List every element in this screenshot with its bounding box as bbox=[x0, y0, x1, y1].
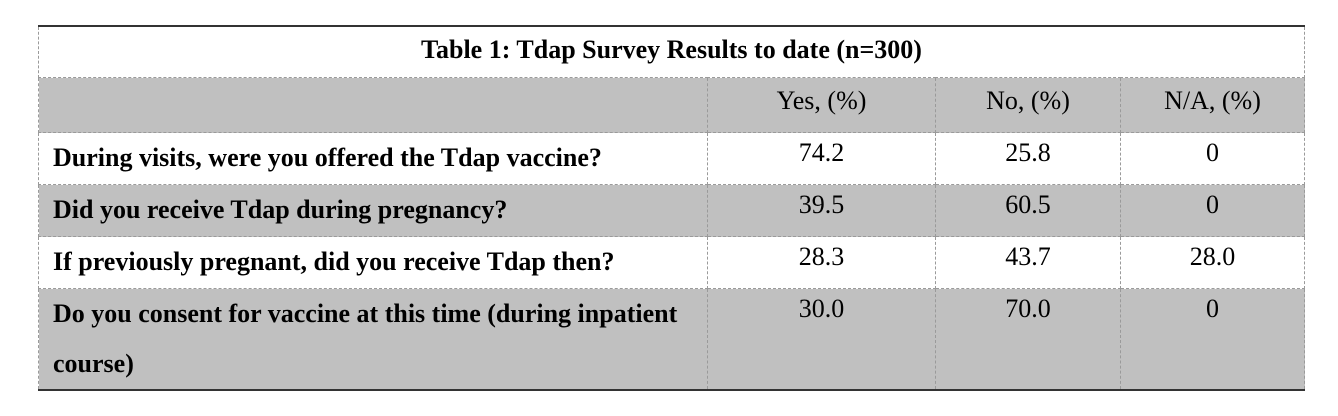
value-cell: 28.0 bbox=[1120, 236, 1305, 289]
question-cell: If previously pregnant, did you receive … bbox=[38, 236, 708, 289]
table-body: Table 1: Tdap Survey Results to date (n=… bbox=[38, 25, 1305, 391]
title-row: Table 1: Tdap Survey Results to date (n=… bbox=[38, 25, 1305, 78]
data-row: Do you consent for vaccine at this time … bbox=[38, 288, 1305, 391]
header-blank bbox=[38, 77, 708, 133]
column-header: Yes, (%) bbox=[707, 77, 936, 133]
value-cell: 43.7 bbox=[935, 236, 1121, 289]
value-cell: 70.0 bbox=[935, 288, 1121, 391]
question-cell: Do you consent for vaccine at this time … bbox=[38, 288, 708, 391]
value-cell: 74.2 bbox=[707, 132, 936, 185]
value-cell: 25.8 bbox=[935, 132, 1121, 185]
question-cell: During visits, were you offered the Tdap… bbox=[38, 132, 708, 185]
column-header: N/A, (%) bbox=[1120, 77, 1305, 133]
data-row: During visits, were you offered the Tdap… bbox=[38, 132, 1305, 185]
value-cell: 60.5 bbox=[935, 184, 1121, 237]
value-cell: 0 bbox=[1120, 184, 1305, 237]
value-cell: 0 bbox=[1120, 132, 1305, 185]
value-cell: 0 bbox=[1120, 288, 1305, 391]
survey-table: Table 1: Tdap Survey Results to date (n=… bbox=[38, 25, 1305, 391]
data-row: If previously pregnant, did you receive … bbox=[38, 236, 1305, 289]
table-title: Table 1: Tdap Survey Results to date (n=… bbox=[38, 25, 1305, 78]
value-cell: 39.5 bbox=[707, 184, 936, 237]
value-cell: 28.3 bbox=[707, 236, 936, 289]
value-cell: 30.0 bbox=[707, 288, 936, 391]
data-row: Did you receive Tdap during pregnancy? 39… bbox=[38, 184, 1305, 237]
column-header: No, (%) bbox=[935, 77, 1121, 133]
header-row: Yes, (%) No, (%) N/A, (%) bbox=[38, 77, 1305, 133]
question-cell: Did you receive Tdap during pregnancy? bbox=[38, 184, 708, 237]
